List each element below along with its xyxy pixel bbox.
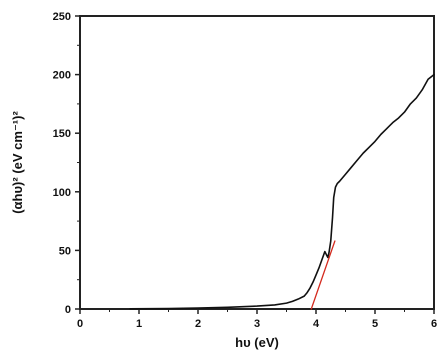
x-tick-label: 5 — [372, 318, 378, 330]
y-tick-label: 250 — [53, 11, 71, 23]
y-tick-label: 50 — [59, 245, 71, 257]
x-tick-label: 1 — [136, 318, 142, 330]
y-tick-label: 150 — [53, 128, 71, 140]
x-tick-label: 2 — [195, 318, 201, 330]
x-axis-label: hυ (eV) — [235, 335, 279, 350]
x-tick-label: 6 — [431, 318, 437, 330]
linear-fit-line — [310, 240, 336, 310]
y-tick-label: 200 — [53, 70, 71, 82]
x-tick-label: 3 — [254, 318, 260, 330]
x-tick-label: 4 — [313, 318, 320, 330]
y-tick-label: 100 — [53, 187, 71, 199]
y-axis-label: (αhυ)² (eV cm⁻¹)² — [10, 111, 25, 214]
absorption-curve — [129, 73, 435, 310]
plot-frame — [79, 15, 435, 310]
y-tick-label: 0 — [65, 304, 71, 316]
x-tick-label: 0 — [77, 318, 83, 330]
